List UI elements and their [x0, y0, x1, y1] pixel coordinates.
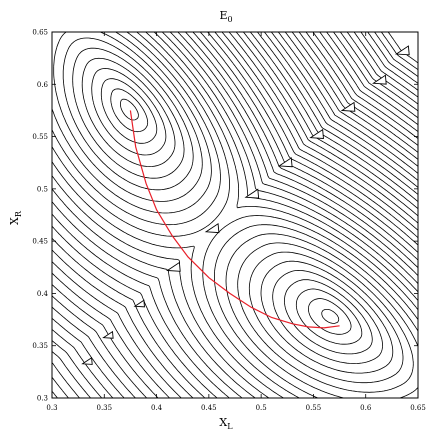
contour-artifact [102, 330, 114, 339]
chart-title: E0 [219, 9, 232, 24]
contour-line [51, 31, 419, 399]
contour-line [381, 31, 419, 71]
contour-line [62, 37, 404, 384]
contour-line [72, 47, 394, 374]
y-tick-label: 0.65 [32, 29, 48, 37]
contour-line [387, 31, 419, 64]
contour-line [51, 31, 419, 399]
contour-line [298, 31, 419, 153]
contour-artifact [81, 357, 93, 365]
contour-line [53, 31, 414, 393]
contour-line [51, 31, 419, 399]
xlabel-subscript: L [227, 422, 233, 431]
contour-line [346, 31, 419, 105]
xlabel-text: X [219, 416, 227, 429]
contour-artifact [372, 74, 387, 85]
y-axis-ticks: 0.3 0.35 0.4 0.45 0.5 0.55 0.6 0.65 [32, 29, 418, 403]
contour-line [312, 31, 419, 139]
y-tick-label: 0.6 [37, 81, 49, 89]
minimum-energy-path [129, 110, 340, 329]
title-text: E [219, 9, 227, 22]
contour-line [81, 57, 383, 364]
contour-line [51, 31, 419, 399]
svg-text:XL: XL [219, 416, 233, 431]
contour-line [51, 31, 419, 399]
contour-line [51, 31, 419, 399]
y-axis-label: XR [8, 210, 23, 225]
contour-artifacts [81, 45, 410, 365]
contour-line [51, 31, 419, 399]
contour-line [120, 98, 340, 324]
x-axis-label: XL [219, 416, 233, 431]
x-tick-label: 0.55 [306, 404, 322, 412]
contour-line [319, 31, 419, 132]
contour-line [333, 31, 419, 119]
x-tick-label: 0.4 [151, 404, 163, 412]
contour-artifact [166, 261, 181, 272]
y-tick-label: 0.4 [37, 290, 49, 298]
contour-artifact [277, 157, 293, 168]
contour-artifact [340, 101, 356, 112]
y-tick-label: 0.45 [32, 238, 48, 246]
contour-line [51, 31, 419, 399]
x-tick-label: 0.65 [410, 404, 426, 412]
contour-line [291, 31, 419, 160]
contour-artifact [309, 128, 324, 139]
contour-line [51, 31, 419, 399]
contour-line [51, 31, 419, 399]
x-tick-label: 0.35 [96, 404, 112, 412]
title-subscript: 0 [227, 15, 232, 24]
contour-line [305, 31, 419, 146]
y-tick-label: 0.55 [32, 133, 48, 141]
svg-text:E0: E0 [219, 9, 232, 24]
x-tick-label: 0.45 [201, 404, 217, 412]
contour-line [51, 31, 419, 399]
contour-line [51, 31, 419, 399]
contour-line [51, 31, 419, 399]
ylabel-subscript: R [14, 210, 23, 217]
y-tick-label: 0.3 [37, 395, 48, 403]
contour-line [326, 31, 419, 126]
contour-line [360, 31, 419, 91]
contour-line [51, 31, 419, 399]
contour-line [51, 31, 419, 399]
contour-line [100, 78, 363, 345]
y-tick-label: 0.35 [32, 342, 48, 350]
contour-line [353, 31, 419, 98]
x-tick-label: 0.5 [256, 404, 267, 412]
contour-line [51, 31, 419, 399]
contour-artifact [244, 188, 260, 199]
contour-line [51, 31, 419, 399]
contour-line [51, 31, 419, 399]
contour-lines [51, 31, 419, 399]
x-tick-label: 0.3 [46, 404, 57, 412]
ylabel-text: X [8, 217, 21, 225]
plot-frame [51, 31, 419, 399]
contour-artifact [133, 299, 145, 308]
x-axis-ticks: 0.3 0.35 0.4 0.45 0.5 0.55 0.6 0.65 [46, 32, 426, 412]
contour-line [51, 31, 419, 399]
y-tick-label: 0.5 [37, 185, 48, 193]
svg-text:XR: XR [8, 210, 23, 225]
x-tick-label: 0.6 [360, 404, 372, 412]
contour-artifact [204, 223, 220, 234]
contour-artifact [395, 45, 410, 56]
